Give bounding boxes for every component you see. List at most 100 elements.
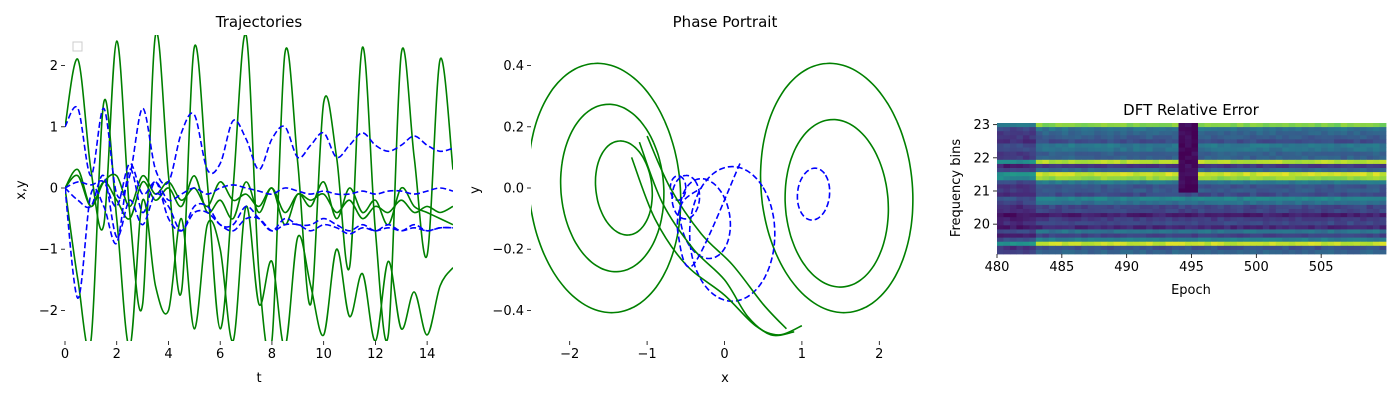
heatmap-cell — [1048, 241, 1056, 247]
heatmap-cell — [1223, 147, 1231, 153]
heatmap-cell — [1100, 168, 1108, 173]
heatmap-cell — [1334, 245, 1342, 251]
heatmap-cell — [1230, 245, 1238, 251]
heatmap-cell — [1048, 225, 1056, 230]
heatmap-cell — [1256, 237, 1264, 243]
heatmap-cell — [1314, 143, 1322, 148]
heatmap-cell — [1282, 139, 1290, 144]
heatmap-cell — [1009, 245, 1017, 251]
trajectories-ylabel: x,y — [14, 180, 29, 200]
heatmap-cell — [1314, 172, 1322, 177]
heatmap-cell — [1133, 131, 1141, 136]
heatmap-cell — [1366, 163, 1374, 169]
heatmap-cell — [1074, 172, 1082, 177]
heatmap-cell — [1191, 188, 1199, 193]
heatmap-cell — [1029, 192, 1037, 198]
phase-loop-3 — [759, 62, 914, 314]
heatmap-cell — [1081, 127, 1089, 132]
heatmap-cell — [1379, 204, 1387, 210]
heatmap-cell — [1308, 184, 1316, 189]
heatmap-cell — [1081, 208, 1089, 214]
heatmap-cell — [1003, 123, 1011, 128]
heatmap-cell — [1003, 200, 1011, 206]
heatmap-cell — [1081, 139, 1089, 144]
heatmap-cell — [1009, 155, 1017, 161]
heatmap-cell — [1366, 225, 1374, 230]
heatmap-cell — [1191, 221, 1199, 226]
heatmap-cell — [1087, 180, 1095, 185]
heatmap-cell — [1217, 180, 1225, 185]
heatmap-cell — [1256, 221, 1264, 226]
heatmap-cell — [1185, 213, 1192, 218]
heatmap-cell — [1210, 127, 1218, 132]
heatmap-cell — [1061, 163, 1069, 169]
heatmap-cell — [1360, 172, 1367, 177]
heatmap-cell — [1308, 245, 1316, 251]
heatmap-cell — [1159, 233, 1166, 239]
heatmap-cell — [1360, 233, 1367, 239]
heatmap-cell — [1295, 127, 1303, 132]
heatmap-cell — [1152, 131, 1160, 136]
heatmap-cell — [1197, 188, 1205, 193]
heatmap-cell — [1048, 200, 1056, 206]
heatmap-cell — [1061, 237, 1069, 243]
heatmap-cell — [1321, 147, 1329, 153]
heatmap-cell — [1009, 168, 1017, 173]
heatmap-cell — [1262, 192, 1270, 198]
heatmap-cell — [1288, 135, 1296, 140]
heatmap-cell — [1139, 237, 1147, 243]
heatmap-cell — [1379, 249, 1387, 255]
heatmap-cell — [1172, 168, 1179, 173]
heatmap-cell — [1185, 249, 1192, 255]
heatmap-cell — [1295, 151, 1303, 157]
heatmap-cell — [1321, 233, 1329, 239]
heatmap-cell — [1022, 213, 1030, 218]
heatmap-cell — [1172, 245, 1179, 251]
heatmap-cell — [1314, 208, 1322, 214]
heatmap-cell — [1256, 176, 1264, 181]
y-tick-label: 1 — [50, 120, 58, 135]
heatmap-cell — [1178, 229, 1186, 234]
heatmap-cell — [1204, 241, 1212, 247]
heatmap-cell — [1288, 143, 1296, 148]
heatmap-cell — [1243, 139, 1251, 144]
heatmap-cell — [1347, 208, 1354, 214]
phase-loop-5 — [688, 165, 776, 303]
heatmap-cell — [1269, 221, 1277, 226]
phase-loop-7 — [671, 174, 701, 220]
heatmap-cell — [1165, 249, 1173, 255]
heatmap-cell — [1100, 204, 1108, 210]
heatmap-cell — [1360, 147, 1367, 153]
heatmap-cell — [1230, 221, 1238, 226]
heatmap-cell — [1314, 200, 1322, 206]
heatmap-cell — [1360, 249, 1367, 255]
y-tick-label: 0.2 — [503, 120, 524, 135]
heatmap-cell — [1146, 192, 1153, 198]
heatmap-cell — [1146, 217, 1153, 222]
heatmap-cell — [1042, 135, 1050, 140]
heatmap-cell — [1139, 208, 1147, 214]
heatmap-cell — [1288, 192, 1296, 198]
heatmap-cell — [1269, 249, 1277, 255]
heatmap-cell — [1223, 229, 1231, 234]
heatmap-cell — [1204, 147, 1212, 153]
heatmap-cell — [997, 204, 1004, 210]
heatmap-cell — [1282, 221, 1290, 226]
heatmap-cell — [1223, 163, 1231, 169]
heatmap-cell — [1314, 196, 1322, 202]
heatmap-cell — [1223, 192, 1231, 198]
heatmap-cell — [1061, 249, 1069, 255]
heatmap-cell — [1197, 180, 1205, 185]
heatmap-cell — [1133, 123, 1141, 128]
heatmap-cell — [1003, 217, 1011, 222]
heatmap-cell — [1133, 180, 1141, 185]
heatmap-cell — [1165, 123, 1173, 128]
heatmap-cell — [1055, 176, 1063, 181]
heatmap-cell — [1029, 241, 1037, 247]
heatmap-cell — [1236, 217, 1244, 222]
heatmap-cell — [1003, 155, 1011, 161]
y-tick-label: −0.4 — [492, 304, 524, 319]
heatmap-cell — [1197, 143, 1205, 148]
heatmap-cell — [1178, 217, 1186, 222]
phase-portrait-panel: Phase Portrait x y −2 −1 0 1 2−0.4−0.20.00.2… — [468, 13, 914, 386]
